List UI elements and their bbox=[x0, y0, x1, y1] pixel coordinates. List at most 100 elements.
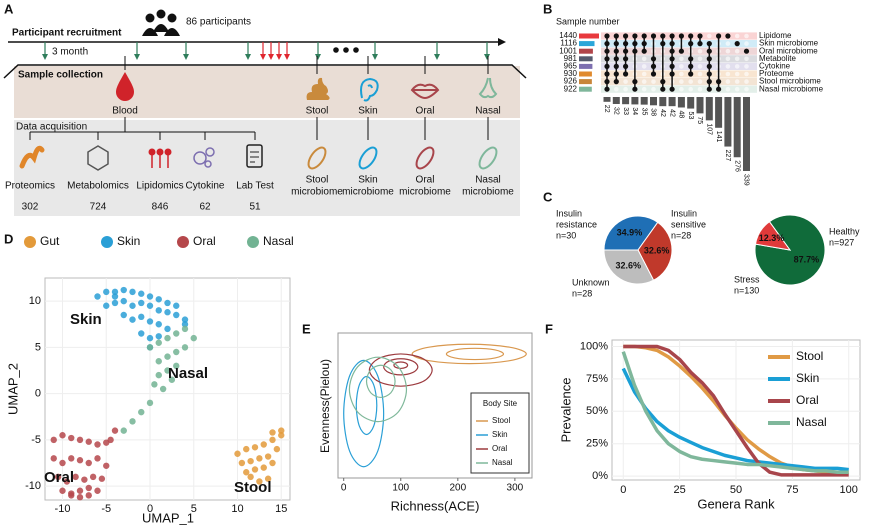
legend-label: Oral bbox=[193, 234, 216, 248]
scatter-point bbox=[260, 464, 267, 471]
x-tick-label: -5 bbox=[101, 503, 111, 515]
scatter-point bbox=[81, 476, 88, 483]
scatter-point bbox=[173, 302, 180, 309]
scatter-point bbox=[85, 484, 92, 492]
scatter-point bbox=[94, 293, 101, 300]
scatter-point bbox=[89, 473, 97, 481]
scatter-point bbox=[251, 466, 259, 473]
omics-label: Lipidomics bbox=[136, 181, 183, 192]
matrix-bg-dot bbox=[725, 48, 731, 54]
omics-label: Metabolomics bbox=[67, 181, 129, 192]
stool-icon bbox=[306, 77, 330, 100]
scatter-point bbox=[94, 487, 101, 494]
matrix-dot bbox=[706, 86, 712, 92]
scatter-point bbox=[76, 487, 84, 494]
legend-label: Oral bbox=[492, 444, 507, 453]
omics-label: Cytokine bbox=[186, 181, 225, 192]
scatter-point bbox=[155, 296, 162, 303]
scatter-point bbox=[59, 459, 66, 467]
legend-swatch bbox=[24, 236, 36, 248]
scatter-point bbox=[138, 313, 145, 321]
x-tick-label: 75 bbox=[786, 484, 798, 496]
scatter-point bbox=[107, 436, 114, 444]
y-tick-label: 0 bbox=[35, 388, 41, 400]
legend-label: Skin bbox=[117, 234, 140, 248]
matrix-bg-dot bbox=[734, 64, 740, 69]
scatter-point bbox=[68, 434, 75, 442]
matrix-dot bbox=[623, 71, 629, 77]
set-size-bar bbox=[579, 33, 599, 39]
scatter-point bbox=[181, 325, 189, 333]
intersection-label: 34 bbox=[631, 107, 638, 115]
omics-count: 846 bbox=[152, 202, 169, 213]
matrix-bg-dot bbox=[744, 71, 749, 77]
matrix-bg-dot bbox=[744, 64, 749, 69]
y-tick-label: 10 bbox=[29, 295, 41, 307]
scatter-point bbox=[103, 462, 110, 469]
visit-arrowhead bbox=[284, 54, 290, 60]
y-axis-label: Evenness(Pielou) bbox=[318, 359, 332, 453]
intersection-label: 227 bbox=[724, 150, 731, 162]
matrix-bg-dot bbox=[679, 56, 684, 62]
matrix-dot bbox=[623, 41, 629, 47]
scatter-point bbox=[190, 334, 197, 342]
visit-arrowhead bbox=[434, 54, 440, 60]
omics-count: 724 bbox=[90, 202, 107, 213]
matrix-bg-dot bbox=[641, 56, 647, 62]
scatter-point bbox=[251, 444, 259, 451]
scatter-point bbox=[181, 321, 189, 328]
set-name: Lipidome bbox=[759, 31, 792, 40]
scatter-point bbox=[181, 316, 189, 323]
scatter-point bbox=[146, 399, 154, 407]
contour-line bbox=[383, 358, 419, 376]
scatter-point bbox=[129, 288, 136, 296]
matrix-bg-dot bbox=[725, 86, 731, 92]
labtest-lines bbox=[250, 151, 259, 163]
cytokine-icon bbox=[193, 151, 207, 165]
scatter-point bbox=[111, 288, 119, 296]
matrix-dot bbox=[697, 41, 703, 47]
pie-value-label: 32.6% bbox=[644, 246, 670, 256]
pie-count-label: n=28 bbox=[671, 230, 691, 240]
set-size-label: 981 bbox=[564, 54, 578, 63]
scatter-point bbox=[164, 367, 171, 374]
matrix-dot bbox=[660, 33, 666, 39]
matrix-dot bbox=[669, 48, 675, 54]
scatter-point bbox=[247, 457, 254, 465]
y-tick-label: 5 bbox=[35, 341, 41, 353]
y-tick-label: 0% bbox=[592, 470, 608, 482]
intersection-bar bbox=[724, 97, 732, 147]
scatter-point bbox=[173, 330, 180, 337]
pie-category-label: Stress bbox=[734, 274, 760, 284]
legend-label: Stool bbox=[492, 416, 510, 425]
matrix-bg-dot bbox=[641, 71, 647, 77]
intersection-label: 38 bbox=[650, 108, 657, 116]
scatter-point bbox=[269, 459, 276, 467]
x-tick-label: 200 bbox=[449, 483, 466, 494]
scatter-point bbox=[264, 453, 272, 460]
set-size-bar bbox=[579, 56, 593, 62]
matrix-dot bbox=[650, 56, 657, 62]
scatter-point bbox=[155, 321, 162, 328]
matrix-dot bbox=[632, 48, 638, 54]
x-axis-label: Genera Rank bbox=[697, 496, 775, 511]
matrix-dot bbox=[604, 48, 610, 54]
lipid-head bbox=[156, 148, 164, 156]
set-name: Proteome bbox=[759, 69, 794, 78]
collection-bracket bbox=[3, 64, 527, 79]
contour-line bbox=[368, 353, 433, 387]
matrix-bg-dot bbox=[697, 71, 703, 77]
matrix-bg-dot bbox=[679, 64, 684, 69]
person-body bbox=[153, 24, 169, 32]
scatter-point bbox=[278, 432, 285, 439]
scatter-point bbox=[94, 455, 101, 462]
matrix-bg-dot bbox=[725, 41, 731, 46]
scatter-point bbox=[120, 286, 127, 294]
scatter-point bbox=[155, 339, 162, 346]
scatter-point bbox=[120, 427, 127, 434]
matrix-dot bbox=[604, 86, 610, 92]
matrix-dot bbox=[650, 63, 657, 69]
scatter-point bbox=[146, 318, 154, 325]
intersection-label: 276 bbox=[733, 160, 740, 172]
